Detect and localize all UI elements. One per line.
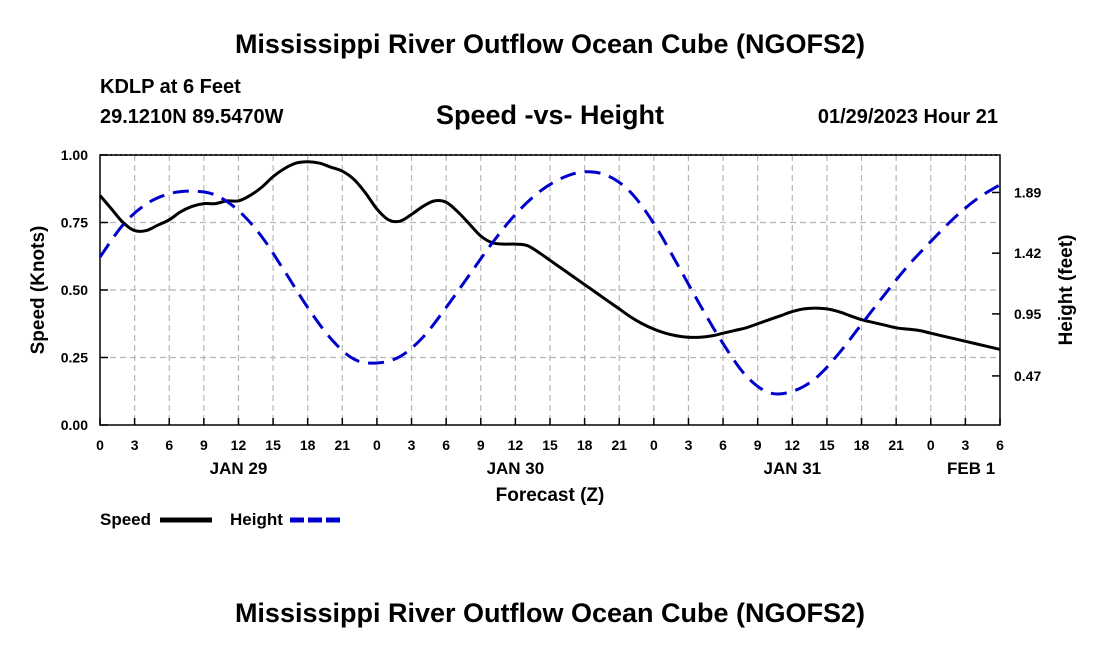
x-tick-label: 3 xyxy=(408,437,416,453)
coordinates-label: 29.1210N 89.5470W xyxy=(100,106,284,128)
x-tick-label: 15 xyxy=(265,437,281,453)
x-tick-label: 6 xyxy=(442,437,450,453)
y-tick-label: 1.00 xyxy=(61,147,88,163)
date-label: JAN 29 xyxy=(210,459,268,478)
y-axis-title-right: Height (feet) xyxy=(1056,235,1077,346)
speed-series-line xyxy=(98,160,1001,351)
legend-label-speed: Speed xyxy=(100,510,151,529)
x-tick-label: 0 xyxy=(96,437,104,453)
date-label: JAN 30 xyxy=(487,459,545,478)
y2-tick-label: 1.42 xyxy=(1014,245,1041,261)
x-tick-label: 21 xyxy=(335,437,351,453)
x-tick-label: 0 xyxy=(927,437,935,453)
forecast-datetime: 01/29/2023 Hour 21 xyxy=(817,106,998,128)
date-label: JAN 31 xyxy=(763,459,821,478)
x-tick-label: 3 xyxy=(685,437,693,453)
x-tick-label: 9 xyxy=(200,437,208,453)
x-tick-label: 6 xyxy=(996,437,1004,453)
x-tick-label: 21 xyxy=(611,437,627,453)
x-tick-label: 6 xyxy=(165,437,173,453)
y-tick-label: 0.50 xyxy=(61,282,88,298)
x-tick-label: 9 xyxy=(477,437,485,453)
x-tick-label: 12 xyxy=(508,437,524,453)
y-tick-label: 0.00 xyxy=(61,417,88,433)
repeated-main-title: Mississippi River Outflow Ocean Cube (NG… xyxy=(234,598,866,628)
x-tick-label: 3 xyxy=(131,437,139,453)
chart-main-title: Mississippi River Outflow Ocean Cube (NG… xyxy=(234,29,866,59)
y2-tick-label: 0.95 xyxy=(1014,306,1041,322)
x-tick-label: 18 xyxy=(577,437,593,453)
y-axis-title-left: Speed (Knots) xyxy=(28,226,49,355)
x-tick-label: 15 xyxy=(819,437,835,453)
x-tick-label: 21 xyxy=(888,437,904,453)
height-series-line xyxy=(98,170,1001,396)
y-tick-label: 0.75 xyxy=(61,215,88,231)
x-tick-label: 0 xyxy=(650,437,658,453)
x-tick-label: 12 xyxy=(231,437,247,453)
x-tick-label: 18 xyxy=(854,437,870,453)
y2-tick-label: 0.47 xyxy=(1014,368,1041,384)
y-tick-label: 0.25 xyxy=(61,350,88,366)
x-tick-label: 12 xyxy=(785,437,801,453)
x-tick-label: 0 xyxy=(373,437,381,453)
date-label: FEB 1 xyxy=(947,459,995,478)
station-label: KDLP at 6 Feet xyxy=(100,76,241,98)
x-tick-label: 18 xyxy=(300,437,316,453)
chart-subtitle: Speed -vs- Height xyxy=(435,100,665,130)
x-tick-label: 15 xyxy=(542,437,558,453)
x-axis-title: Forecast (Z) xyxy=(496,485,605,506)
x-tick-label: 9 xyxy=(754,437,762,453)
x-tick-label: 3 xyxy=(961,437,969,453)
legend-label-height: Height xyxy=(230,510,283,529)
x-tick-label: 6 xyxy=(719,437,727,453)
y2-tick-label: 1.89 xyxy=(1014,184,1041,200)
